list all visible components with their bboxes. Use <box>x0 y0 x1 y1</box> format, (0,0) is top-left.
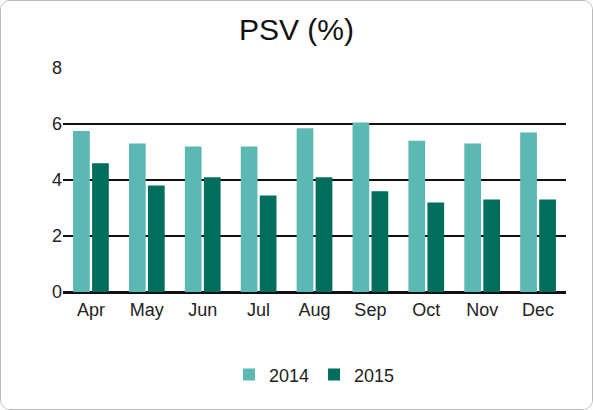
svg-text:4: 4 <box>52 170 62 190</box>
svg-text:Apr: Apr <box>77 300 105 320</box>
svg-text:0: 0 <box>52 282 62 302</box>
svg-text:2: 2 <box>52 226 62 246</box>
svg-text:Jul: Jul <box>247 300 270 320</box>
svg-text:Dec: Dec <box>522 300 554 320</box>
svg-text:2014: 2014 <box>269 366 309 386</box>
svg-text:2015: 2015 <box>354 366 394 386</box>
svg-text:May: May <box>130 300 164 320</box>
svg-text:Aug: Aug <box>298 300 330 320</box>
svg-text:Nov: Nov <box>466 300 498 320</box>
svg-text:6: 6 <box>52 114 62 134</box>
svg-text:Jun: Jun <box>188 300 217 320</box>
svg-text:8: 8 <box>52 58 62 78</box>
svg-text:Oct: Oct <box>412 300 440 320</box>
svg-text:Sep: Sep <box>354 300 386 320</box>
svg-text:PSV (%): PSV (%) <box>239 13 354 46</box>
